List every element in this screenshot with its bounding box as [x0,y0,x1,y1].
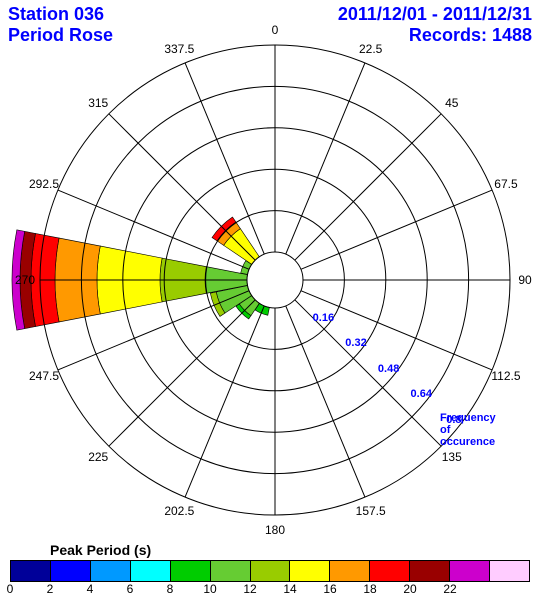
direction-label: 315 [88,96,108,110]
legend-tick: 4 [87,582,94,596]
direction-label: 22.5 [359,42,382,56]
legend-cell [11,561,51,581]
direction-label: 157.5 [356,504,386,518]
legend-tick: 18 [363,582,376,596]
legend-cell [211,561,251,581]
legend-cell [490,561,529,581]
legend-ticks: 0 2 4 6 8 10 12 14 16 18 20 22 [10,582,530,598]
direction-label: 135 [442,450,462,464]
legend-tick: 2 [47,582,54,596]
legend-tick: 12 [243,582,256,596]
legend-cell [171,561,211,581]
legend-cell [251,561,291,581]
legend-cell [410,561,450,581]
legend-tick: 22 [443,582,456,596]
legend-tick: 6 [127,582,134,596]
direction-label: 247.5 [29,369,59,383]
direction-label: 0 [272,23,279,37]
direction-label: 67.5 [494,177,517,191]
legend-bar [10,560,530,582]
direction-label: 292.5 [29,177,59,191]
legend-tick: 8 [167,582,174,596]
legend-cell [450,561,490,581]
direction-label: 225 [88,450,108,464]
legend-cell [51,561,91,581]
direction-label: 45 [445,96,458,110]
legend-tick: 0 [7,582,14,596]
legend-title: Peak Period (s) [50,542,530,558]
legend-cell [290,561,330,581]
legend-cell [370,561,410,581]
direction-label: 112.5 [491,369,520,383]
legend-cell [131,561,171,581]
direction-label: 90 [518,273,531,287]
direction-label: 180 [265,523,285,537]
colorbar-legend: Peak Period (s) 0 2 4 6 8 10 12 14 16 18 20 22 [10,542,530,598]
direction-label: 337.5 [164,42,194,56]
legend-tick: 20 [403,582,416,596]
legend-tick: 10 [203,582,216,596]
period-rose-chart: 0 22.5 45 67.5 90 112.5 135 157.5 180 202.5 225 247… [0,0,540,540]
legend-cell [330,561,370,581]
legend-tick: 16 [323,582,336,596]
direction-label: 270 [15,273,35,287]
frequency-label: Frequencyofoccurence [440,412,496,448]
legend-tick: 14 [283,582,296,596]
radial-label: 0.48 [378,363,399,375]
direction-label: 202.5 [164,504,194,518]
radial-label: 0.32 [345,337,366,349]
radial-label: 0.64 [411,388,432,400]
radial-label: 0.16 [313,312,334,324]
legend-cell [91,561,131,581]
